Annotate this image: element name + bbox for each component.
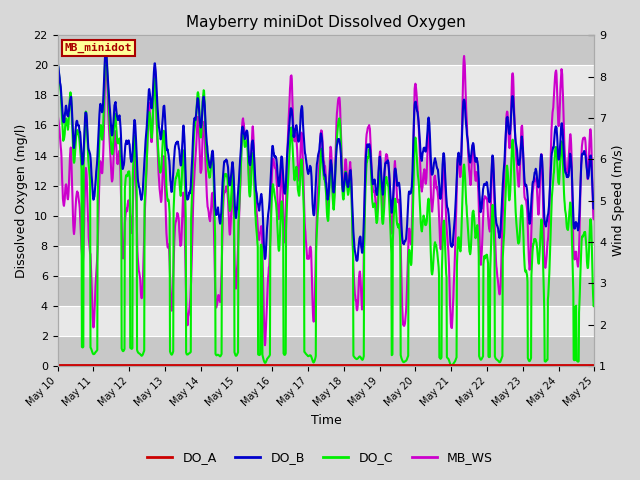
Bar: [58, 336, 595, 366]
Title: Mayberry miniDot Dissolved Oxygen: Mayberry miniDot Dissolved Oxygen: [186, 15, 466, 30]
Bar: [58, 156, 595, 186]
Y-axis label: Wind Speed (m/s): Wind Speed (m/s): [612, 145, 625, 256]
Bar: [58, 36, 595, 65]
Text: MB_minidot: MB_minidot: [65, 43, 132, 53]
Bar: [58, 216, 595, 246]
Y-axis label: Dissolved Oxygen (mg/l): Dissolved Oxygen (mg/l): [15, 123, 28, 278]
Bar: [58, 276, 595, 306]
Bar: [58, 96, 595, 125]
X-axis label: Time: Time: [310, 414, 341, 427]
Legend: DO_A, DO_B, DO_C, MB_WS: DO_A, DO_B, DO_C, MB_WS: [142, 446, 498, 469]
